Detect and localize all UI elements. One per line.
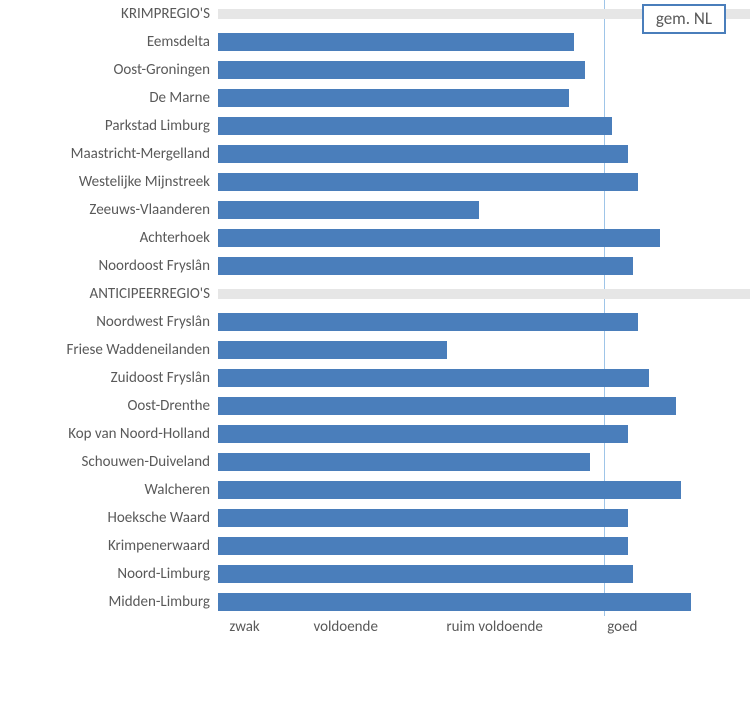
- row-label: Westelijke Mijnstreek: [0, 173, 218, 191]
- row-label: Midden-Limburg: [0, 593, 218, 611]
- row-plot: [218, 532, 750, 560]
- row-plot: [218, 252, 750, 280]
- data-row: Oost-Drenthe: [0, 392, 750, 420]
- data-row: Kop van Noord-Holland: [0, 420, 750, 448]
- row-plot: [218, 308, 750, 336]
- row-label: Oost-Groningen: [0, 61, 218, 79]
- value-bar: [218, 481, 681, 499]
- data-row: Parkstad Limburg: [0, 112, 750, 140]
- value-bar: [218, 33, 574, 51]
- value-bar: [218, 565, 633, 583]
- data-row: Achterhoek: [0, 224, 750, 252]
- row-label: Oost-Drenthe: [0, 397, 218, 415]
- row-label: Maastricht-Mergelland: [0, 145, 218, 163]
- x-tick-label: voldoende: [313, 618, 377, 636]
- x-tick-label: zwak: [229, 618, 259, 636]
- data-row: Westelijke Mijnstreek: [0, 168, 750, 196]
- value-bar: [218, 397, 676, 415]
- row-label: Kop van Noord-Holland: [0, 425, 218, 443]
- value-bar: [218, 173, 638, 191]
- row-label: Noordoost Fryslân: [0, 257, 218, 275]
- row-label: Friese Waddeneilanden: [0, 341, 218, 359]
- row-label: Noordwest Fryslân: [0, 313, 218, 331]
- x-tick-label: ruim voldoende: [446, 618, 542, 636]
- data-row: Friese Waddeneilanden: [0, 336, 750, 364]
- row-label: Zeeuws-Vlaanderen: [0, 201, 218, 219]
- row-label: KRIMPREGIO'S: [0, 5, 218, 23]
- row-plot: [218, 280, 750, 308]
- x-axis: zwak voldoende ruim voldoende goed: [0, 616, 750, 644]
- data-row: Oost-Groningen: [0, 56, 750, 84]
- row-label: Schouwen-Duiveland: [0, 453, 218, 471]
- value-bar: [218, 537, 628, 555]
- value-bar: [218, 201, 479, 219]
- data-row: Noordoost Fryslân: [0, 252, 750, 280]
- section-header-bar: [218, 289, 750, 299]
- value-bar: [218, 313, 638, 331]
- row-plot: [218, 476, 750, 504]
- row-label: De Marne: [0, 89, 218, 107]
- row-label: Achterhoek: [0, 229, 218, 247]
- value-bar: [218, 425, 628, 443]
- plot-area: KRIMPREGIO'S Eemsdelta Oost-Groningen De Ma…: [0, 0, 750, 644]
- row-plot: [218, 420, 750, 448]
- data-row: Eemsdelta: [0, 28, 750, 56]
- row-label: Hoeksche Waard: [0, 509, 218, 527]
- value-bar: [218, 593, 691, 611]
- section-header-row: ANTICIPEERREGIO'S: [0, 280, 750, 308]
- row-label: Parkstad Limburg: [0, 117, 218, 135]
- value-bar: [218, 341, 447, 359]
- section-header-row: KRIMPREGIO'S: [0, 0, 750, 28]
- row-plot: [218, 588, 750, 616]
- x-axis-spacer: [0, 616, 218, 644]
- row-label: Krimpenerwaard: [0, 537, 218, 555]
- regions-bar-chart: gem. NL KRIMPREGIO'S Eemsdelta Oost-Gronin…: [0, 0, 750, 701]
- row-plot: [218, 504, 750, 532]
- data-row: Zuidoost Fryslân: [0, 364, 750, 392]
- data-row: De Marne: [0, 84, 750, 112]
- value-bar: [218, 89, 569, 107]
- data-row: Schouwen-Duiveland: [0, 448, 750, 476]
- value-bar: [218, 369, 649, 387]
- row-plot: [218, 56, 750, 84]
- data-row: Walcheren: [0, 476, 750, 504]
- data-row: Noord-Limburg: [0, 560, 750, 588]
- legend-label: gem. NL: [656, 8, 712, 29]
- row-label: ANTICIPEERREGIO'S: [0, 285, 218, 303]
- data-row: Krimpenerwaard: [0, 532, 750, 560]
- value-bar: [218, 117, 612, 135]
- row-plot: [218, 84, 750, 112]
- value-bar: [218, 145, 628, 163]
- row-plot: [218, 560, 750, 588]
- row-plot: [218, 392, 750, 420]
- chart-legend: gem. NL: [642, 4, 726, 34]
- data-row: Midden-Limburg: [0, 588, 750, 616]
- value-bar: [218, 229, 660, 247]
- data-row: Noordwest Fryslân: [0, 308, 750, 336]
- row-label: Walcheren: [0, 481, 218, 499]
- row-plot: [218, 336, 750, 364]
- row-plot: [218, 168, 750, 196]
- row-label: Noord-Limburg: [0, 565, 218, 583]
- value-bar: [218, 453, 590, 471]
- row-plot: [218, 140, 750, 168]
- row-plot: [218, 224, 750, 252]
- row-plot: [218, 364, 750, 392]
- row-label: Eemsdelta: [0, 33, 218, 51]
- data-row: Maastricht-Mergelland: [0, 140, 750, 168]
- value-bar: [218, 257, 633, 275]
- data-row: Hoeksche Waard: [0, 504, 750, 532]
- row-label: Zuidoost Fryslân: [0, 369, 218, 387]
- value-bar: [218, 61, 585, 79]
- row-plot: [218, 196, 750, 224]
- x-tick-label: goed: [607, 618, 637, 636]
- data-row: Zeeuws-Vlaanderen: [0, 196, 750, 224]
- row-plot: [218, 112, 750, 140]
- row-plot: [218, 448, 750, 476]
- x-axis-plot: zwak voldoende ruim voldoende goed: [218, 616, 750, 644]
- value-bar: [218, 509, 628, 527]
